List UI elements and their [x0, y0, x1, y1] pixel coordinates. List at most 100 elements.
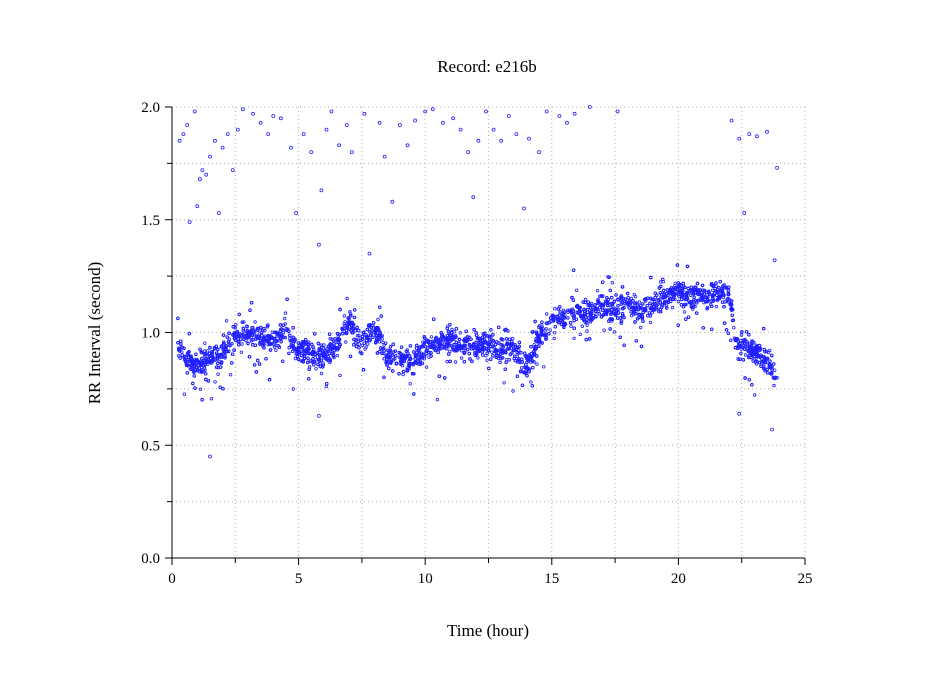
- data-point: [750, 345, 754, 350]
- data-point: [505, 342, 509, 347]
- data-point: [548, 316, 553, 320]
- data-point: [472, 328, 476, 332]
- data-point: [616, 298, 620, 302]
- data-point: [760, 359, 764, 364]
- data-point: [640, 315, 645, 320]
- data-point: [563, 322, 568, 326]
- data-point: [180, 353, 184, 357]
- data-point: [338, 307, 342, 312]
- data-point: [772, 362, 776, 366]
- data-point: [382, 375, 386, 379]
- data-point: [691, 307, 695, 311]
- data-point: [718, 279, 722, 284]
- data-point: [221, 333, 226, 337]
- data-point: [497, 325, 501, 329]
- data-point: [717, 286, 721, 290]
- data-point: [534, 330, 539, 334]
- data-point: [601, 280, 605, 284]
- data-point: [449, 331, 454, 335]
- data-point: [191, 360, 195, 364]
- data-point: [187, 331, 191, 336]
- data-point: [702, 288, 707, 293]
- data-point: [230, 352, 235, 356]
- chart-title: Record: e216b: [437, 57, 537, 76]
- data-point: [722, 321, 727, 325]
- data-point: [610, 319, 614, 323]
- data-point: [344, 340, 348, 344]
- data-point: [538, 324, 542, 328]
- data-point: [721, 295, 725, 300]
- data-point: [381, 347, 385, 351]
- data-point: [596, 309, 601, 314]
- data-point: [250, 343, 255, 347]
- data-point: [696, 292, 700, 296]
- data-point: [753, 360, 758, 364]
- data-point: [639, 344, 644, 349]
- data-point: [710, 327, 714, 331]
- data-point: [419, 362, 423, 366]
- data-point: [618, 335, 622, 339]
- data-point: [198, 370, 202, 374]
- data-point: [222, 349, 226, 353]
- data-point: [247, 334, 252, 338]
- data-point: [407, 354, 412, 358]
- data-point: [226, 339, 231, 343]
- data-point: [176, 341, 180, 345]
- data-point: [316, 362, 320, 367]
- data-point: [384, 360, 388, 365]
- data-point: [296, 341, 301, 345]
- data-point: [665, 288, 670, 292]
- data-point: [551, 319, 555, 323]
- data-point: [177, 348, 181, 352]
- data-point: [435, 397, 440, 402]
- data-point: [744, 353, 748, 357]
- data-point: [491, 333, 495, 337]
- data-point: [348, 354, 353, 359]
- data-point: [408, 382, 412, 386]
- data-point: [675, 263, 680, 267]
- data-point: [631, 299, 635, 303]
- data-point: [364, 338, 369, 343]
- data-point: [543, 329, 547, 333]
- data-point: [614, 293, 618, 297]
- data-point: [234, 322, 238, 327]
- data-point: [503, 328, 507, 332]
- data-point: [383, 341, 388, 345]
- data-point: [302, 356, 306, 361]
- data-point: [285, 297, 289, 301]
- data-point: [325, 347, 329, 351]
- data-point: [246, 341, 250, 346]
- data-point: [520, 366, 524, 370]
- data-point: [605, 310, 609, 315]
- data-point: [572, 314, 576, 318]
- data-point: [485, 358, 489, 362]
- data-point: [347, 327, 352, 331]
- data-point: [371, 321, 376, 325]
- data-point: [480, 353, 485, 357]
- data-point: [552, 336, 556, 341]
- data-point: [531, 366, 535, 370]
- data-point: [422, 341, 427, 345]
- data-point: [420, 344, 424, 349]
- data-point: [366, 342, 370, 346]
- data-point: [424, 365, 429, 369]
- data-point: [656, 298, 661, 302]
- data-point: [648, 314, 653, 318]
- data-point: [555, 314, 559, 319]
- data-point: [757, 343, 762, 348]
- data-point: [610, 295, 614, 300]
- data-point: [653, 295, 657, 300]
- data-point: [256, 358, 260, 363]
- data-point: [317, 348, 321, 352]
- data-point: [562, 325, 566, 329]
- data-point: [634, 301, 638, 306]
- data-point: [501, 345, 505, 349]
- data-point: [487, 340, 492, 344]
- data-point: [582, 309, 587, 314]
- data-point: [763, 369, 767, 373]
- data-point: [467, 342, 472, 347]
- data-point: [324, 384, 328, 389]
- data-point: [571, 298, 575, 302]
- data-point: [673, 284, 677, 288]
- data-point: [590, 309, 594, 314]
